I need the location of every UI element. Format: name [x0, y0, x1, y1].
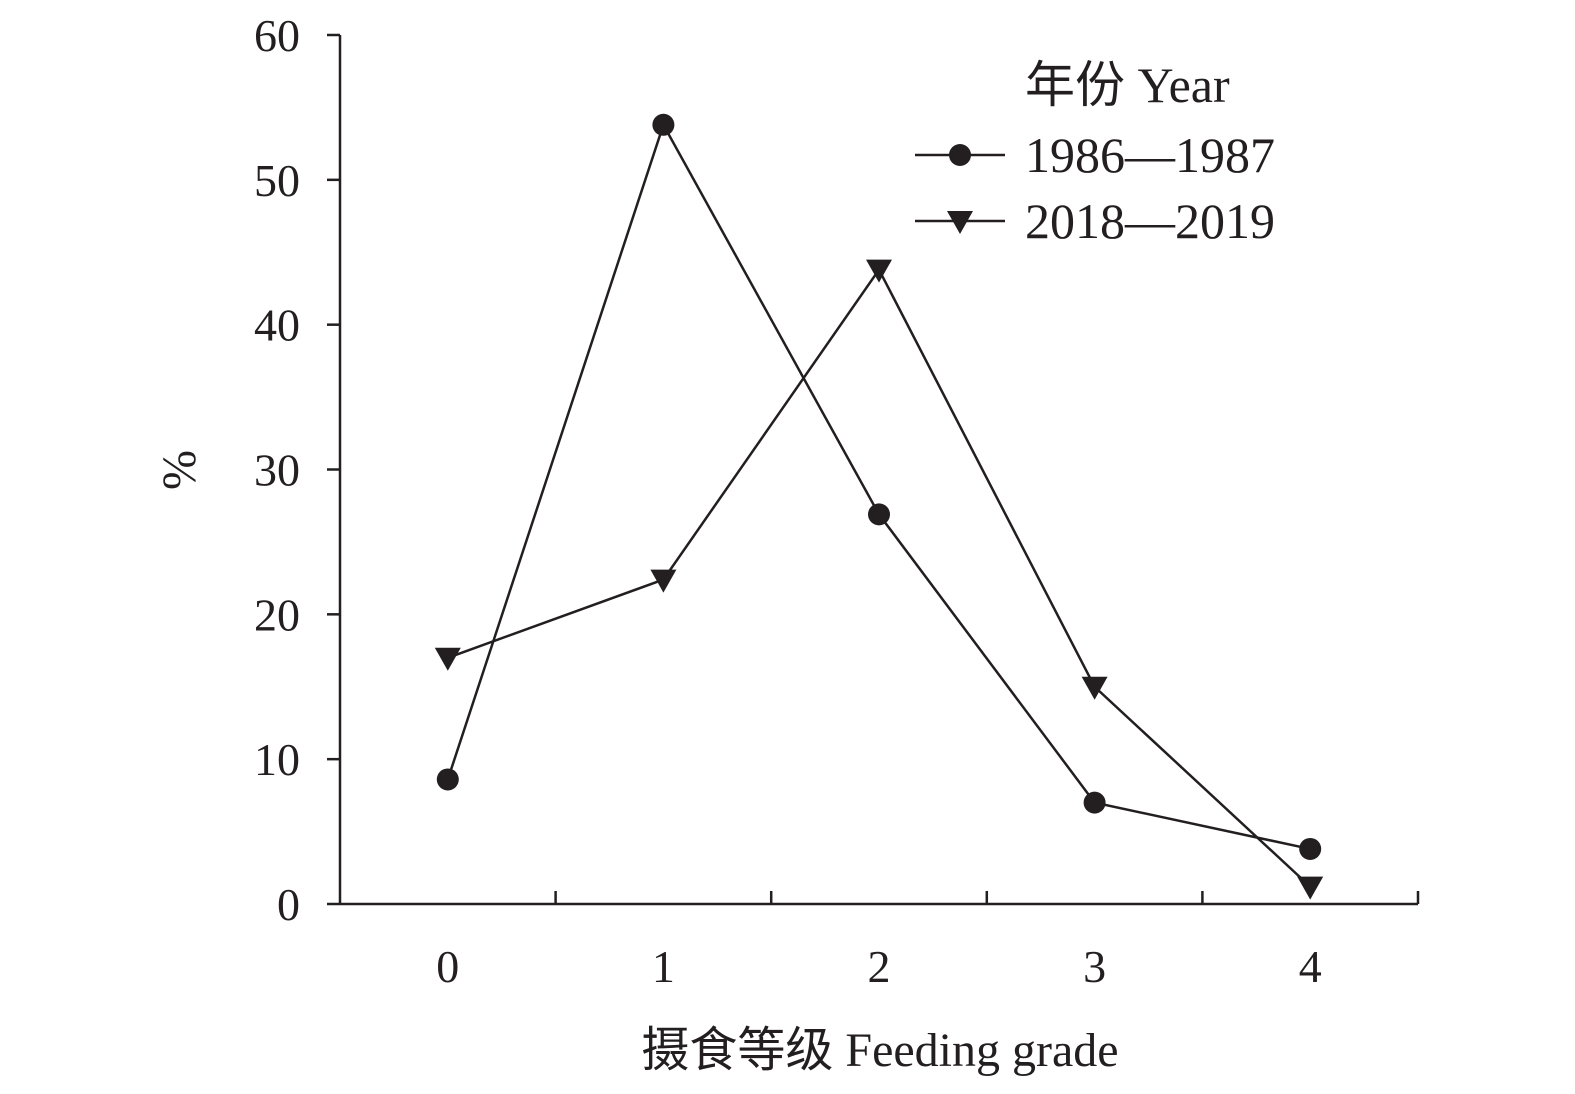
y-axis-label: % — [153, 450, 206, 490]
series-group — [434, 113, 1324, 900]
data-point — [866, 259, 892, 283]
data-point — [1081, 676, 1108, 700]
data-point — [868, 503, 890, 526]
y-tick-label: 20 — [254, 589, 300, 640]
x-tick-label: 1 — [652, 941, 675, 992]
legend-triangle-marker — [947, 211, 973, 234]
data-point — [650, 569, 677, 593]
data-point — [652, 113, 675, 136]
x-tick-label: 4 — [1299, 941, 1322, 992]
y-tick-label: 50 — [254, 155, 300, 206]
data-point — [1297, 876, 1324, 900]
axes: 0 10 20 30 40 50 60 0 1 2 3 4 — [254, 10, 1420, 992]
x-tick-label: 0 — [436, 941, 459, 992]
x-tick-label: 3 — [1083, 941, 1106, 992]
data-point — [1083, 791, 1106, 814]
y-tick-label: 10 — [254, 734, 300, 785]
legend-circle-marker — [949, 144, 971, 166]
data-point — [1299, 837, 1322, 860]
y-tick-label: 30 — [254, 445, 300, 496]
series-line — [447, 267, 1312, 888]
series-2018—2019 — [434, 259, 1324, 900]
data-point — [436, 768, 459, 791]
y-tick-label: 40 — [254, 300, 300, 351]
legend-label: 2018—2019 — [1025, 193, 1275, 249]
series-1986—1987 — [436, 113, 1322, 860]
legend-title: 年份 Year — [1025, 57, 1230, 113]
legend-label: 1986—1987 — [1025, 127, 1275, 183]
x-tick-label: 2 — [868, 941, 891, 992]
data-point — [434, 647, 461, 671]
x-axis-label: 摄食等级 Feeding grade — [641, 1024, 1118, 1077]
y-tick-label: 60 — [254, 10, 300, 61]
y-tick-label: 0 — [277, 879, 300, 930]
legend: 年份 Year 1986—1987 2018—2019 — [915, 57, 1275, 249]
